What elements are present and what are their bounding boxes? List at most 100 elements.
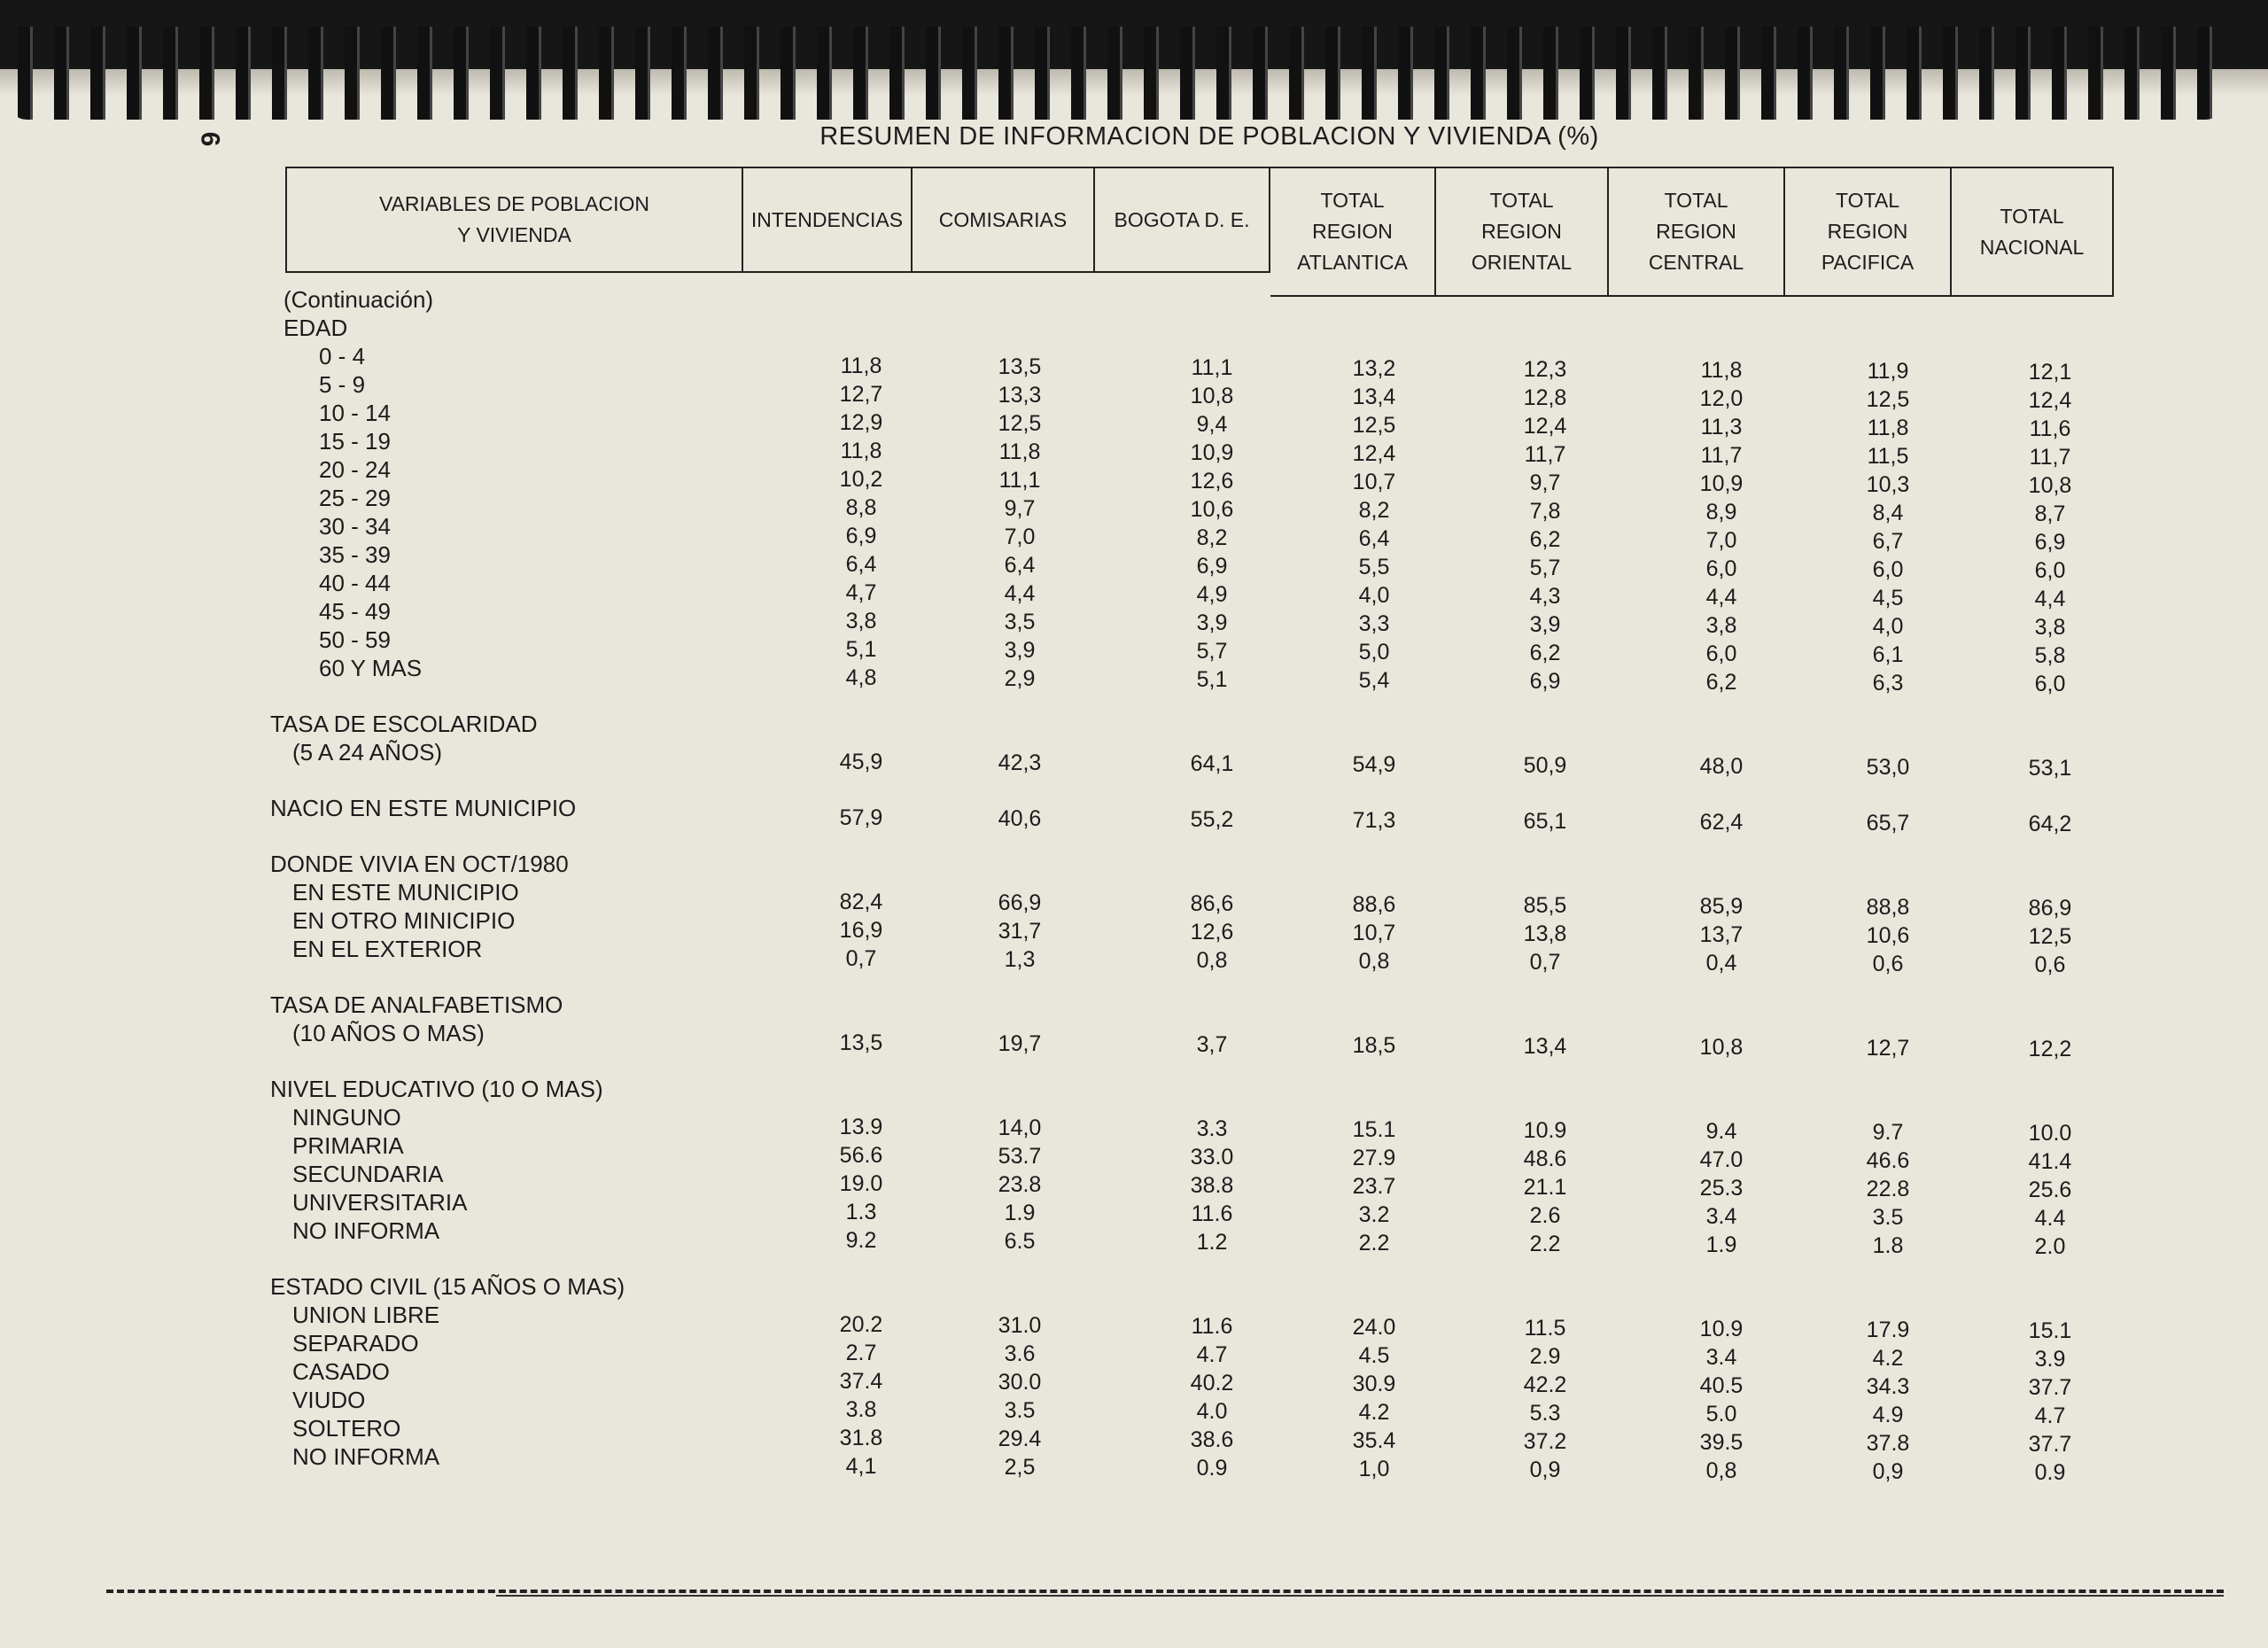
- table-cell: 19,7: [998, 1031, 1042, 1056]
- row-label: NO INFORMA: [292, 1443, 440, 1470]
- table-cell: 82,4: [839, 890, 883, 914]
- table-cell: 13,8: [1523, 921, 1567, 946]
- table-cell: 11.5: [1524, 1316, 1566, 1341]
- table-cell: 42.2: [1523, 1372, 1567, 1397]
- table-cell: 6,9: [845, 524, 877, 548]
- table-cell: 13,4: [1523, 1034, 1567, 1059]
- table-cell: 13,3: [998, 383, 1042, 408]
- table-cell: 34.3: [1866, 1374, 1910, 1399]
- column-header: VARIABLES DE POBLACION Y VIVIENDA: [285, 167, 743, 273]
- table-cell: 9,7: [1004, 496, 1036, 521]
- table-cell: 12,4: [2028, 388, 2072, 413]
- table-cell: 24.0: [1352, 1315, 1396, 1340]
- row-label: 15 - 19: [319, 428, 391, 455]
- table-cell: 10,9: [1190, 440, 1234, 465]
- table-cell: 6,3: [1872, 671, 1904, 696]
- table-cell: 11,8: [840, 439, 882, 463]
- table-cell: 16,9: [839, 918, 883, 943]
- table-cell: 66,9: [998, 890, 1042, 915]
- table-cell: 6,1: [1872, 642, 1904, 667]
- table-cell: 30.9: [1352, 1372, 1396, 1396]
- table-cell: 3.8: [845, 1397, 877, 1422]
- table-cell: 4,9: [1196, 582, 1228, 607]
- table-cell: 19.0: [839, 1171, 883, 1196]
- table-cell: 10,3: [1866, 472, 1910, 497]
- table-cell: 6,9: [1529, 669, 1561, 694]
- table-cell: 21.1: [1523, 1175, 1567, 1200]
- table-cell: 1,0: [1358, 1457, 1390, 1481]
- table-cell: 5,1: [845, 637, 877, 662]
- table-cell: 10,8: [2028, 473, 2072, 498]
- table-cell: 6,0: [1705, 641, 1737, 666]
- row-label: 30 - 34: [319, 513, 391, 540]
- table-cell: 2.0: [2034, 1234, 2066, 1259]
- table-cell: 6,0: [1872, 557, 1904, 582]
- table-cell: 6,9: [2034, 530, 2066, 555]
- table-cell: 11,7: [1700, 443, 1743, 468]
- table-cell: 0,6: [1872, 952, 1904, 976]
- row-label: 0 - 4: [319, 343, 366, 369]
- table-cell: 12,3: [1523, 357, 1567, 382]
- section-heading: DONDE VIVIA EN OCT/1980: [270, 851, 569, 877]
- row-label: 50 - 59: [319, 626, 391, 653]
- table-cell: 5,7: [1529, 556, 1561, 580]
- table-cell: 17.9: [1866, 1318, 1910, 1342]
- table-cell: 2.2: [1529, 1232, 1561, 1256]
- table-cell: 85,5: [1523, 893, 1567, 918]
- table-cell: 5,8: [2034, 643, 2066, 668]
- table-cell: 48.6: [1523, 1147, 1567, 1171]
- table-cell: 7,0: [1705, 528, 1737, 553]
- table-cell: 11,9: [1867, 359, 1909, 384]
- row-label: 60 Y MAS: [319, 655, 423, 681]
- table-cell: 20.2: [839, 1312, 883, 1337]
- table-cell: 11,8: [840, 354, 882, 378]
- table-cell: 3,9: [1004, 638, 1036, 663]
- table-cell: 8,2: [1358, 498, 1390, 523]
- table-cell: 12,0: [1699, 386, 1744, 411]
- table-cell: 13.9: [839, 1115, 883, 1139]
- table-cell: 4.7: [1196, 1342, 1228, 1367]
- table-cell: 10.0: [2028, 1121, 2072, 1146]
- table-cell: 6,0: [1705, 556, 1737, 581]
- table-cell: 40.5: [1699, 1373, 1744, 1398]
- section-heading: TASA DE ESCOLARIDAD: [270, 711, 538, 737]
- table-cell: 1.8: [1872, 1233, 1904, 1258]
- table-cell: 5,7: [1196, 639, 1228, 664]
- table-cell: 0,8: [1358, 949, 1390, 974]
- table-cell: 23.8: [998, 1172, 1042, 1197]
- table-cell: 12,6: [1190, 920, 1234, 944]
- table-cell: 3.4: [1705, 1204, 1737, 1229]
- table-cell: 56.6: [839, 1143, 883, 1168]
- table-cell: 11,1: [998, 468, 1041, 493]
- table-cell: 0.9: [1196, 1456, 1228, 1481]
- row-label: VIUDO: [292, 1387, 366, 1413]
- table-cell: 11.6: [1191, 1314, 1233, 1339]
- column-header: TOTAL NACIONAL: [1952, 167, 2114, 297]
- column-header: TOTAL REGION CENTRAL: [1609, 167, 1785, 297]
- table-cell: 5,0: [1358, 640, 1390, 665]
- table-cell: 0,7: [845, 946, 877, 971]
- table-cell: 29.4: [998, 1426, 1042, 1451]
- table-cell: 18,5: [1352, 1033, 1396, 1058]
- row-label: (10 AÑOS O MAS): [292, 1020, 485, 1046]
- table-cell: 3,3: [1358, 611, 1390, 636]
- table-cell: 4,8: [845, 665, 877, 690]
- table-cell: 3.2: [1358, 1202, 1390, 1227]
- table-cell: 2.2: [1358, 1231, 1390, 1255]
- spiral-coils: [9, 27, 2224, 120]
- row-label: 20 - 24: [319, 456, 391, 483]
- table-cell: 8,8: [845, 495, 877, 520]
- table-cell: 6,2: [1705, 670, 1737, 695]
- table-cell: 50,9: [1523, 753, 1567, 778]
- row-label: UNIVERSITARIA: [292, 1189, 468, 1216]
- table-cell: 1.2: [1196, 1230, 1228, 1255]
- table-cell: 4,4: [1004, 581, 1036, 606]
- table-cell: 15.1: [1352, 1117, 1396, 1142]
- row-label: EN ESTE MUNICIPIO: [292, 879, 519, 906]
- table-cell: 1.9: [1705, 1232, 1737, 1257]
- table-cell: 7,0: [1004, 525, 1036, 549]
- table-cell: 6,4: [1358, 526, 1390, 551]
- table-cell: 62,4: [1699, 810, 1744, 835]
- table-cell: 12,8: [1523, 385, 1567, 410]
- table-cell: 12,1: [2028, 360, 2072, 385]
